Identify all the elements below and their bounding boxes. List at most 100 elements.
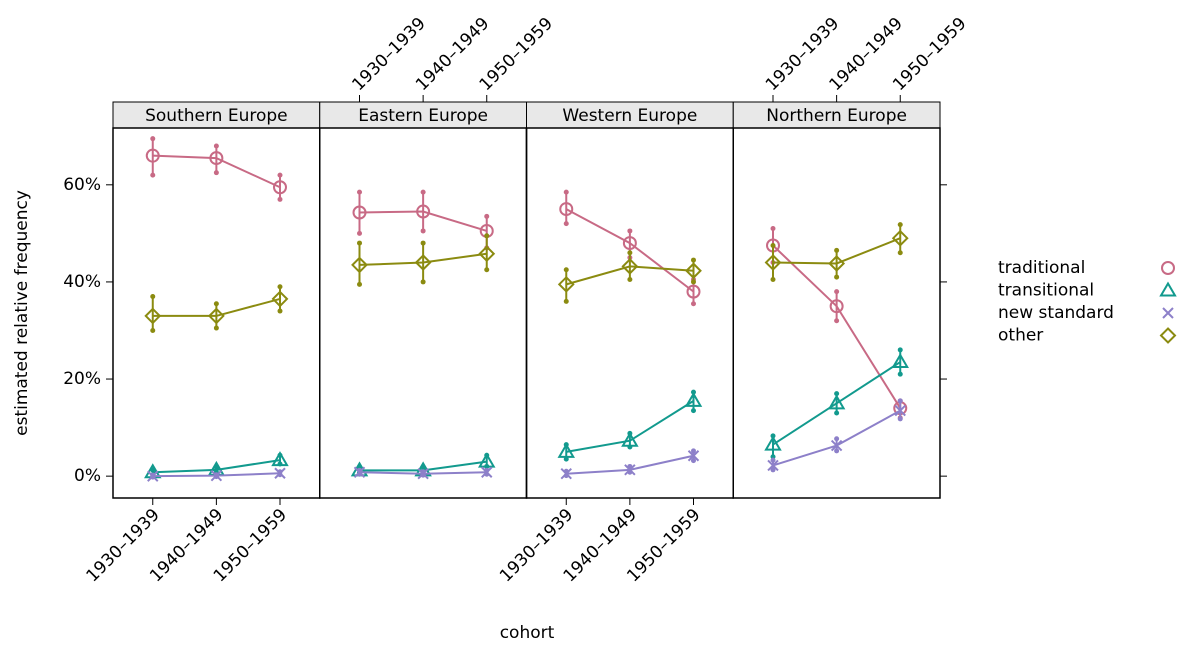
error-cap xyxy=(834,274,840,280)
error-cap xyxy=(484,233,490,239)
marker xyxy=(414,254,432,271)
marker xyxy=(560,468,572,480)
legend-marker xyxy=(1159,281,1177,297)
marker xyxy=(478,245,496,263)
marker xyxy=(557,275,575,293)
marker xyxy=(764,435,782,451)
error-cap xyxy=(420,189,426,195)
legend-marker xyxy=(1161,261,1175,275)
marker xyxy=(559,202,574,217)
legend-label: other xyxy=(998,326,1043,346)
error-cap xyxy=(690,458,696,464)
marker xyxy=(624,464,636,476)
error-cap xyxy=(897,371,903,377)
panel-title: Southern Europe xyxy=(145,106,288,126)
error-cap xyxy=(690,301,696,307)
error-cap xyxy=(834,289,840,295)
marker xyxy=(557,442,576,458)
panel-title: Western Europe xyxy=(562,106,697,126)
marker xyxy=(622,236,637,251)
error-cap xyxy=(150,172,156,178)
marker xyxy=(891,353,909,369)
error-cap xyxy=(690,408,696,414)
error-cap xyxy=(277,284,283,290)
error-cap xyxy=(563,456,569,462)
panel-frame xyxy=(732,127,941,499)
panel-frame xyxy=(319,127,528,499)
error-cap xyxy=(420,240,426,246)
panel-strip xyxy=(319,101,527,129)
marker xyxy=(207,307,225,325)
error-cap xyxy=(627,250,633,256)
legend-marker xyxy=(1162,307,1174,319)
error-cap xyxy=(834,448,840,454)
marker xyxy=(147,470,159,482)
error-cap xyxy=(420,228,426,234)
panel-strip xyxy=(112,101,321,129)
marker xyxy=(894,404,906,417)
error-cap xyxy=(213,301,219,307)
error-cap xyxy=(690,257,696,263)
error-cap xyxy=(213,170,219,176)
marker xyxy=(272,180,287,195)
marker xyxy=(684,391,703,407)
marker xyxy=(144,307,162,325)
marker xyxy=(210,469,223,482)
error-cap xyxy=(897,222,903,228)
error-cap xyxy=(690,279,696,285)
panel-strip xyxy=(732,101,941,129)
legend-label: transitional xyxy=(998,281,1094,301)
error-cap xyxy=(150,327,156,333)
error-cap xyxy=(897,347,903,353)
error-cap xyxy=(150,293,156,299)
error-cap xyxy=(357,240,363,246)
panel-title: Northern Europe xyxy=(766,106,907,126)
error-cap xyxy=(690,448,696,454)
marker xyxy=(621,257,639,275)
error-cap xyxy=(563,189,569,195)
error-cap xyxy=(277,196,283,202)
error-cap xyxy=(357,281,363,287)
error-cap xyxy=(484,267,490,273)
error-cap xyxy=(357,189,363,195)
marker xyxy=(145,148,160,163)
marker xyxy=(767,459,779,472)
marker xyxy=(274,467,286,479)
legend-marker xyxy=(1159,327,1177,344)
y-tick-label: 20% xyxy=(63,369,101,389)
error-cap xyxy=(357,230,363,236)
error-cap xyxy=(770,467,776,473)
marker xyxy=(827,394,846,410)
error-cap xyxy=(834,436,840,442)
error-cap xyxy=(420,279,426,285)
marker xyxy=(687,450,700,462)
marker xyxy=(891,229,909,247)
error-cap xyxy=(563,298,569,304)
error-cap xyxy=(563,267,569,273)
marker xyxy=(828,255,846,272)
legend-label: traditional xyxy=(998,258,1085,278)
y-tick-label: 0% xyxy=(74,466,101,486)
error-cap xyxy=(627,228,633,234)
error-cap xyxy=(834,318,840,324)
marker xyxy=(416,204,431,219)
marker xyxy=(353,466,366,478)
error-cap xyxy=(897,398,903,404)
error-cap xyxy=(834,391,840,397)
y-tick-label: 60% xyxy=(63,175,101,195)
y-tick-label: 40% xyxy=(63,272,101,292)
error-cap xyxy=(484,213,490,219)
marker xyxy=(686,284,701,299)
error-cap xyxy=(834,247,840,253)
marker xyxy=(209,151,224,166)
error-cap xyxy=(213,325,219,331)
marker xyxy=(685,262,702,280)
marker xyxy=(481,466,493,478)
legend-label: new standard xyxy=(998,303,1114,323)
error-cap xyxy=(897,250,903,256)
error-cap xyxy=(627,276,633,282)
marker xyxy=(417,468,429,480)
marker xyxy=(621,431,639,447)
error-cap xyxy=(277,308,283,314)
